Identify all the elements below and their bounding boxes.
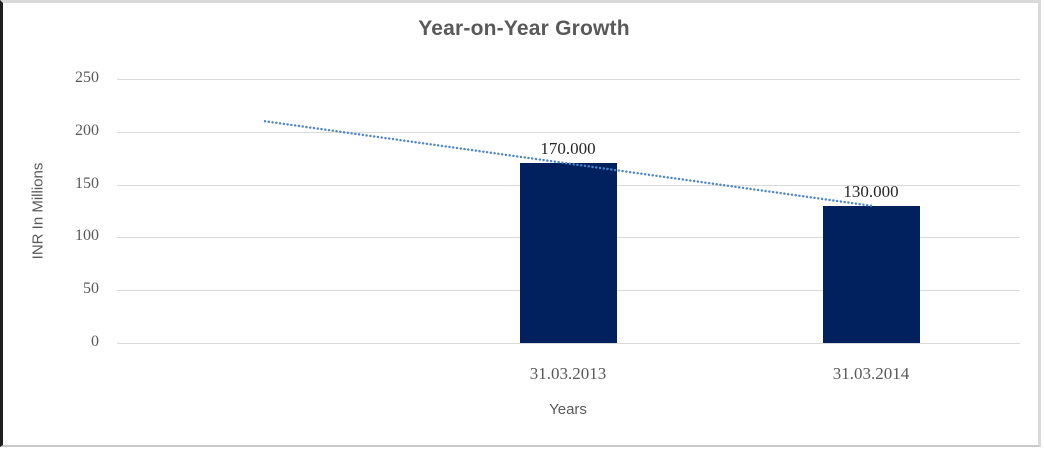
category-label: 31.03.2013 — [529, 364, 607, 383]
category-label: 31.03.2014 — [832, 364, 910, 383]
chart-title: Year-on-Year Growth — [418, 17, 630, 40]
bar-value-label: 130.000 — [843, 181, 899, 201]
y-tick-label: 0 — [91, 333, 99, 350]
bar — [519, 163, 617, 343]
y-tick-label: 150 — [75, 175, 99, 192]
gridline — [117, 343, 1020, 344]
y-tick-label: 250 — [75, 69, 99, 86]
gridline — [117, 132, 1020, 133]
y-tick-label: 50 — [83, 280, 99, 297]
y-tick-label: 100 — [75, 227, 99, 244]
x-axis-title: Years — [549, 401, 587, 418]
gridline — [117, 79, 1020, 80]
bar — [822, 205, 920, 343]
bar-value-label: 170.000 — [540, 139, 596, 159]
y-tick-label: 200 — [75, 122, 99, 139]
